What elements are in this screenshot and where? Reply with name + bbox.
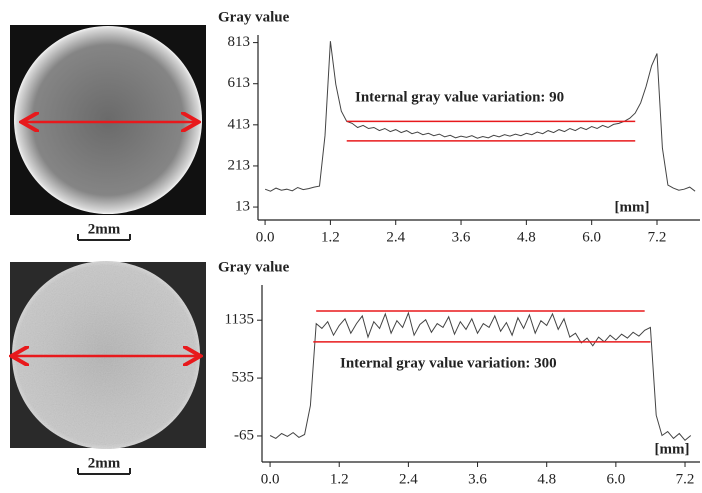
x-tick-label: 0.0 [261, 471, 280, 487]
ct-image-1: 2mm [10, 25, 206, 241]
x-tick-label: 3.6 [468, 471, 487, 487]
y-tick-label: 213 [228, 157, 251, 173]
profile-line [269, 311, 692, 442]
profile-line [264, 41, 696, 192]
y-tick-label: -65 [234, 427, 254, 443]
x-tick-label: 6.0 [582, 229, 601, 245]
ct-image-2: 2mm [10, 261, 206, 475]
x-tick-label: 4.8 [537, 471, 556, 487]
x-tick-label: 3.6 [452, 229, 471, 245]
x-tick-label: 2.4 [386, 229, 405, 245]
annotation: Internal gray value variation: 300 [340, 355, 557, 371]
x-tick-label: 4.8 [517, 229, 536, 245]
y-tick-label: 1135 [225, 312, 254, 328]
x-axis-unit: [mm] [615, 199, 650, 215]
x-tick-label: 6.0 [606, 471, 625, 487]
annotation-bg [353, 88, 567, 108]
y-tick-label: 613 [228, 75, 251, 91]
y-tick-label: 535 [232, 370, 255, 386]
x-tick-label: 2.4 [399, 471, 418, 487]
y-tick-label: 413 [228, 116, 251, 132]
scale-bar-label: 2mm [88, 221, 121, 237]
x-tick-label: 7.2 [648, 229, 667, 245]
annotation: Internal gray value variation: 90 [355, 89, 564, 105]
x-tick-label: 0.0 [256, 229, 275, 245]
x-tick-label: 7.2 [676, 471, 695, 487]
y-axis-label: Gray value [218, 9, 290, 25]
x-tick-label: 1.2 [321, 229, 340, 245]
x-tick-label: 1.2 [330, 471, 349, 487]
x-axis-unit: [mm] [655, 441, 690, 457]
y-tick-label: 813 [228, 34, 251, 50]
y-axis-label: Gray value [218, 259, 290, 275]
y-tick-label: 13 [235, 198, 250, 214]
annotation-bg [338, 354, 559, 374]
scale-bar-label: 2mm [88, 455, 121, 471]
